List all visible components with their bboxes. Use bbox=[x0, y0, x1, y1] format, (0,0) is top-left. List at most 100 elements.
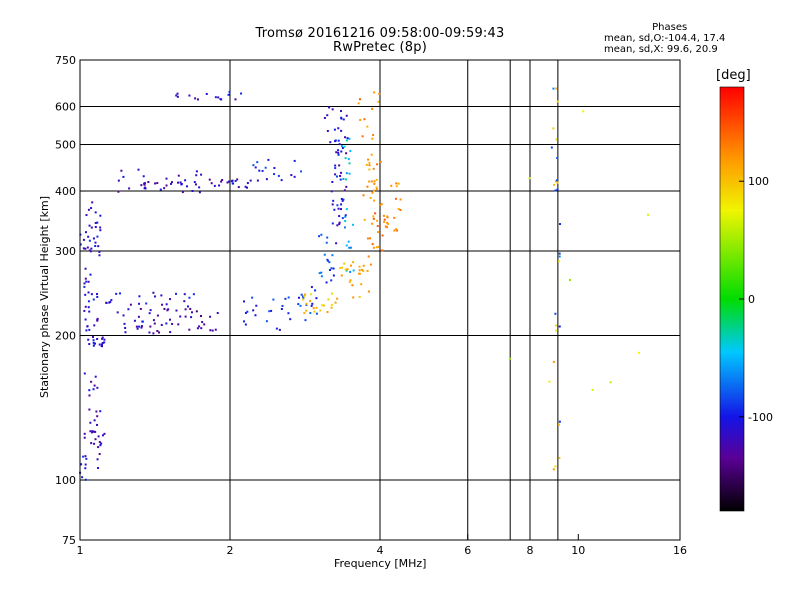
data-point bbox=[94, 241, 97, 244]
data-point bbox=[91, 201, 94, 204]
data-point bbox=[338, 164, 341, 167]
data-point bbox=[396, 229, 399, 232]
data-point bbox=[156, 182, 159, 185]
data-point bbox=[395, 185, 398, 188]
data-point bbox=[138, 325, 141, 328]
data-point bbox=[305, 302, 308, 305]
data-point bbox=[343, 189, 346, 192]
data-point bbox=[101, 337, 104, 340]
data-point bbox=[337, 151, 340, 154]
data-point bbox=[334, 167, 337, 170]
data-point bbox=[323, 117, 326, 120]
data-point bbox=[336, 224, 339, 227]
data-point bbox=[558, 252, 561, 255]
data-point bbox=[386, 215, 389, 218]
data-point bbox=[380, 203, 383, 206]
data-point bbox=[128, 187, 131, 190]
data-point bbox=[337, 127, 340, 130]
y-axis-label: Stationary phase Virtual Height [km] bbox=[38, 195, 51, 398]
data-point bbox=[361, 135, 364, 138]
data-point bbox=[84, 455, 87, 458]
data-point bbox=[83, 285, 86, 288]
data-point bbox=[95, 410, 98, 413]
data-point bbox=[340, 117, 343, 120]
data-point bbox=[345, 185, 348, 188]
data-point bbox=[149, 309, 152, 312]
data-point bbox=[184, 315, 187, 318]
data-point bbox=[352, 269, 355, 272]
data-point bbox=[88, 408, 91, 411]
data-point bbox=[368, 164, 371, 167]
data-point bbox=[332, 199, 335, 202]
data-point bbox=[334, 173, 337, 176]
data-point bbox=[188, 328, 191, 331]
data-point bbox=[234, 179, 237, 182]
data-point bbox=[370, 180, 373, 183]
data-point bbox=[137, 302, 140, 305]
data-point bbox=[344, 157, 347, 160]
data-point bbox=[366, 125, 369, 128]
data-point bbox=[201, 321, 204, 324]
data-point bbox=[94, 375, 97, 378]
data-point bbox=[93, 442, 96, 445]
data-point bbox=[209, 315, 212, 318]
data-point bbox=[85, 214, 88, 217]
data-point bbox=[343, 145, 346, 148]
data-point bbox=[397, 182, 400, 185]
colorbar-ticks: 100 0 -100 bbox=[739, 175, 773, 424]
data-point bbox=[372, 217, 375, 220]
data-point bbox=[333, 128, 336, 131]
data-point bbox=[278, 328, 281, 331]
y-tick-label: 200 bbox=[55, 330, 76, 343]
data-point bbox=[84, 267, 87, 270]
data-point bbox=[363, 118, 366, 121]
data-point bbox=[373, 199, 376, 202]
data-point bbox=[96, 235, 99, 238]
data-point bbox=[367, 158, 370, 161]
data-point bbox=[169, 182, 172, 185]
data-point bbox=[79, 243, 82, 246]
x-tick-label: 10 bbox=[571, 544, 585, 557]
data-point bbox=[336, 297, 339, 300]
data-point bbox=[93, 324, 96, 327]
data-point bbox=[374, 212, 377, 215]
data-point bbox=[344, 268, 347, 271]
data-point bbox=[347, 158, 350, 161]
data-point bbox=[92, 339, 95, 342]
data-point bbox=[83, 432, 86, 435]
data-point bbox=[379, 160, 382, 163]
data-point bbox=[156, 329, 159, 332]
data-point bbox=[94, 438, 97, 441]
data-point bbox=[287, 312, 290, 315]
data-point bbox=[344, 220, 347, 223]
data-point bbox=[88, 224, 91, 227]
data-point bbox=[371, 243, 374, 246]
data-point bbox=[84, 231, 87, 234]
data-point bbox=[609, 381, 612, 384]
data-point bbox=[92, 344, 95, 347]
data-point bbox=[160, 323, 163, 326]
data-point bbox=[555, 87, 558, 90]
data-point bbox=[331, 203, 334, 206]
data-point bbox=[91, 430, 94, 433]
data-point bbox=[277, 174, 280, 177]
data-point bbox=[377, 231, 380, 234]
data-point bbox=[101, 345, 104, 348]
data-points bbox=[79, 87, 650, 481]
data-point bbox=[96, 458, 99, 461]
data-point bbox=[341, 199, 344, 202]
data-point bbox=[265, 178, 268, 181]
data-point bbox=[348, 246, 351, 249]
data-point bbox=[98, 250, 101, 253]
data-point bbox=[299, 304, 302, 307]
stats-o-mode: mean, sd,O:-104.4, 17.4 bbox=[604, 33, 726, 44]
data-point bbox=[251, 296, 254, 299]
data-point bbox=[177, 323, 180, 326]
data-point bbox=[394, 197, 397, 200]
data-point bbox=[83, 372, 86, 375]
data-point bbox=[352, 261, 355, 264]
data-point bbox=[236, 178, 239, 181]
data-point bbox=[340, 129, 343, 132]
data-point bbox=[200, 173, 203, 176]
